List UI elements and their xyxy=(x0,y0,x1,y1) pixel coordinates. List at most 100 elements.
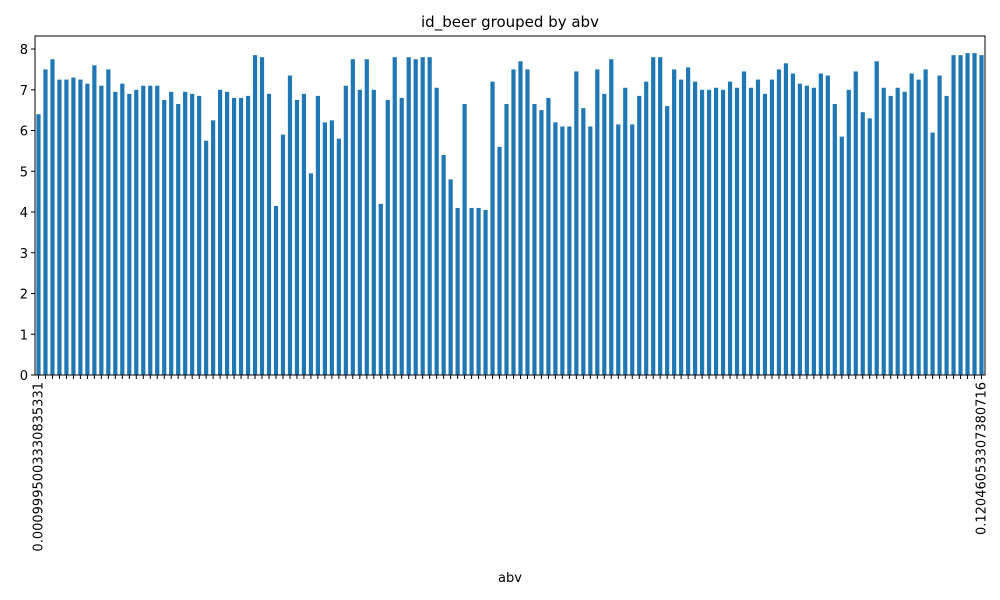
bar xyxy=(106,69,111,375)
bar xyxy=(238,97,244,376)
bar xyxy=(322,122,327,375)
bar xyxy=(902,91,907,375)
bar xyxy=(50,59,55,375)
bar xyxy=(853,71,858,376)
bar xyxy=(420,57,425,375)
bar xyxy=(588,126,593,375)
bar xyxy=(923,69,928,375)
bar xyxy=(972,53,977,376)
bar xyxy=(259,57,265,375)
bar xyxy=(581,108,586,375)
bar xyxy=(99,85,104,375)
bar xyxy=(679,79,684,376)
bar xyxy=(336,138,341,375)
bar xyxy=(197,95,202,375)
bar xyxy=(357,89,362,375)
bar xyxy=(169,91,174,375)
bar xyxy=(504,104,509,376)
bar xyxy=(637,95,642,375)
bar xyxy=(287,75,293,376)
bar xyxy=(727,81,733,375)
y-tick-label: 1 xyxy=(20,328,28,343)
bar xyxy=(148,85,153,375)
bar xyxy=(525,69,530,375)
bar xyxy=(602,93,607,376)
bar xyxy=(113,91,118,375)
bar xyxy=(623,87,628,375)
bar xyxy=(162,99,167,375)
bar xyxy=(609,59,614,375)
bar xyxy=(469,207,474,375)
bar xyxy=(658,57,663,375)
bar xyxy=(350,59,355,375)
bar xyxy=(266,93,272,376)
bar xyxy=(434,87,439,375)
bar xyxy=(832,104,837,376)
x-tick-label: 0.12046053307380716 xyxy=(975,382,990,535)
bar xyxy=(343,85,348,375)
bar xyxy=(218,89,223,375)
bar xyxy=(895,87,900,375)
bar xyxy=(755,79,761,376)
bar xyxy=(301,93,307,376)
bar xyxy=(693,81,698,375)
bar xyxy=(64,79,69,376)
bar xyxy=(441,154,446,375)
bar xyxy=(734,87,740,375)
bar xyxy=(294,99,300,375)
bar xyxy=(560,126,565,375)
bar xyxy=(706,89,712,375)
bar xyxy=(965,53,970,376)
bar xyxy=(392,57,397,375)
bar xyxy=(825,75,830,376)
bar xyxy=(406,57,411,375)
y-tick-label: 0 xyxy=(20,369,28,384)
bar xyxy=(672,69,677,375)
bar xyxy=(860,112,865,375)
bar xyxy=(490,81,495,375)
bar xyxy=(518,61,523,375)
bar xyxy=(616,124,621,375)
bar xyxy=(762,93,768,376)
x-axis-label: abv xyxy=(498,571,522,586)
bar xyxy=(85,83,90,375)
bar xyxy=(546,97,551,376)
bar xyxy=(176,104,181,376)
bar xyxy=(134,89,139,375)
bar xyxy=(567,126,572,375)
bar xyxy=(846,89,851,375)
bar xyxy=(839,136,844,375)
bar xyxy=(378,203,383,375)
bar xyxy=(665,106,670,376)
bar xyxy=(811,87,816,375)
y-tick-label: 2 xyxy=(20,288,28,303)
bar xyxy=(874,61,879,375)
bar xyxy=(231,97,237,376)
bar xyxy=(483,209,488,375)
bar xyxy=(532,104,537,376)
bar xyxy=(120,83,125,375)
bar xyxy=(497,146,502,375)
bar xyxy=(36,114,41,375)
bar xyxy=(909,73,914,375)
bar xyxy=(700,89,705,375)
bar xyxy=(190,93,195,376)
bar xyxy=(630,124,635,375)
bar xyxy=(958,55,963,376)
bar xyxy=(776,69,782,375)
bar xyxy=(867,118,872,375)
x-tick-label: 0.0009995003330835331 xyxy=(31,382,46,552)
bar xyxy=(951,55,956,376)
bar xyxy=(462,104,467,376)
y-tick-label: 8 xyxy=(20,43,28,58)
bar xyxy=(155,85,160,375)
bar xyxy=(539,110,544,375)
bar xyxy=(748,87,754,375)
bar xyxy=(511,69,516,375)
bar xyxy=(448,179,453,375)
bar xyxy=(399,97,404,376)
bar xyxy=(280,134,286,375)
bar xyxy=(790,73,795,375)
bar xyxy=(930,132,935,375)
